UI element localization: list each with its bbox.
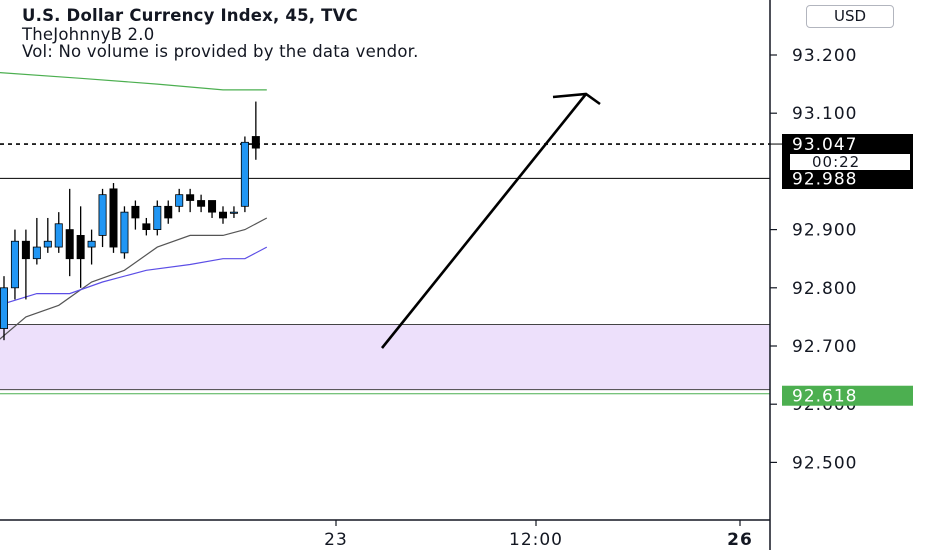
time-tick-label: 26 xyxy=(727,530,753,550)
last-price-label: 93.047 xyxy=(792,135,857,155)
price-tick-label: 92.700 xyxy=(792,337,857,357)
candle-body xyxy=(251,136,260,149)
candle-body xyxy=(43,240,52,248)
candle[interactable] xyxy=(131,200,140,230)
countdown-badge xyxy=(790,154,910,170)
candle[interactable] xyxy=(32,217,41,265)
candle[interactable] xyxy=(54,212,63,253)
time-axis[interactable]: 23 12:00 26 xyxy=(324,520,753,550)
candle-body xyxy=(240,141,249,207)
candle[interactable] xyxy=(240,136,249,213)
candle-body xyxy=(120,211,129,254)
trend-arrow[interactable] xyxy=(380,92,601,349)
price-tick-label: 92.900 xyxy=(792,221,857,241)
candle[interactable] xyxy=(229,206,238,218)
green-price-label-bg xyxy=(782,385,913,406)
candle[interactable] xyxy=(251,101,260,160)
candle-body xyxy=(32,246,41,260)
countdown-label: 00:22 xyxy=(812,153,860,171)
time-tick-label: 12:00 xyxy=(509,530,563,550)
candle[interactable] xyxy=(142,217,151,236)
candle[interactable] xyxy=(98,188,107,248)
indicator-name[interactable]: TheJohnnyB 2.0 xyxy=(22,25,155,44)
price-axis[interactable]: 93.20093.10092.90092.80092.70092.60092.5… xyxy=(770,46,857,473)
price-tick-label: 92.500 xyxy=(792,453,857,473)
candle-body xyxy=(21,240,30,260)
candle[interactable] xyxy=(65,188,74,277)
candle[interactable] xyxy=(87,229,96,265)
candle[interactable] xyxy=(153,200,162,236)
candle[interactable] xyxy=(120,206,129,259)
candle-body xyxy=(153,205,162,231)
candle-body xyxy=(65,229,74,260)
candle-body xyxy=(0,287,8,329)
ma-line-gray xyxy=(0,217,268,340)
candle-body xyxy=(164,205,173,219)
candle-body xyxy=(98,194,107,236)
candle[interactable] xyxy=(197,194,206,213)
candle[interactable] xyxy=(43,217,52,253)
candle[interactable] xyxy=(21,229,30,300)
candle[interactable] xyxy=(175,188,184,213)
ma-line-green xyxy=(0,72,267,91)
candle-body xyxy=(208,200,217,213)
candle[interactable] xyxy=(164,200,173,224)
chart-title: U.S. Dollar Currency Index, 45, TVC xyxy=(22,6,358,25)
green-price-label-text: 92.618 xyxy=(792,387,857,407)
candle[interactable] xyxy=(0,276,8,341)
support-zone[interactable] xyxy=(0,324,770,390)
hline-price-label: 92.988 xyxy=(792,169,857,189)
candle-body xyxy=(186,194,195,201)
candle-body xyxy=(229,211,238,214)
price-tick-label: 92.800 xyxy=(792,279,857,299)
candle-body xyxy=(87,240,96,248)
volume-note: Vol: No volume is provided by the data v… xyxy=(22,42,419,61)
candle-body xyxy=(142,223,151,230)
candle-body xyxy=(131,205,140,219)
candle-body xyxy=(109,188,118,248)
price-tick-label: 93.200 xyxy=(792,46,857,66)
candle[interactable] xyxy=(109,183,118,253)
candle-body xyxy=(76,235,85,260)
candle-body xyxy=(218,211,227,219)
ma-line-blue xyxy=(0,246,268,306)
candle[interactable] xyxy=(10,229,19,300)
candle[interactable] xyxy=(76,206,85,288)
candle[interactable] xyxy=(186,188,195,213)
candle-body xyxy=(10,240,19,289)
candle[interactable] xyxy=(218,206,227,224)
candle-body xyxy=(175,194,184,207)
trend-arrow-head xyxy=(552,92,601,106)
price-tick-label: 93.100 xyxy=(792,104,857,124)
time-tick-label: 23 xyxy=(324,530,348,550)
candle-body xyxy=(197,200,206,207)
candle[interactable] xyxy=(208,200,217,218)
green-price-label[interactable]: 92.618 xyxy=(782,385,913,407)
candle-body xyxy=(54,223,63,248)
currency-button[interactable]: USD xyxy=(806,5,894,28)
trend-arrow-shaft xyxy=(380,93,588,349)
